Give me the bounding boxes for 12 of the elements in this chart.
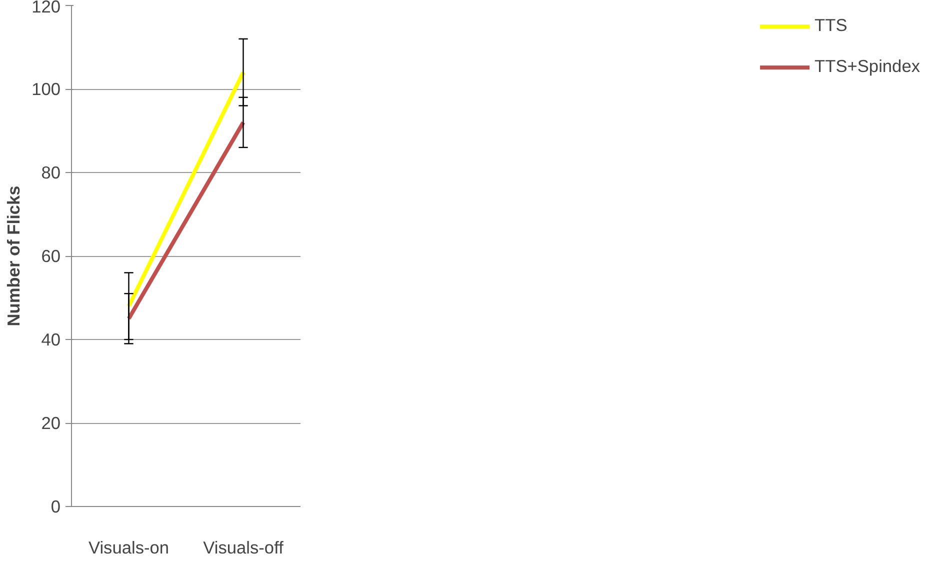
y-tick-label: 100 bbox=[32, 79, 61, 99]
x-tick-label: Visuals-off bbox=[203, 538, 284, 558]
y-tick-label: 40 bbox=[41, 330, 61, 350]
legend-label: TTS+Spindex bbox=[814, 56, 920, 77]
y-tick-label: 0 bbox=[50, 496, 61, 516]
x-tick-label: Visuals-on bbox=[88, 538, 170, 558]
y-tick-label: 20 bbox=[41, 413, 61, 433]
legend-label: TTS bbox=[814, 15, 848, 36]
y-tick-label: 120 bbox=[32, 0, 61, 16]
y-tick-label: 80 bbox=[41, 162, 61, 182]
y-tick-label: 60 bbox=[41, 246, 61, 266]
y-axis-title: Number of Flicks bbox=[4, 186, 24, 326]
